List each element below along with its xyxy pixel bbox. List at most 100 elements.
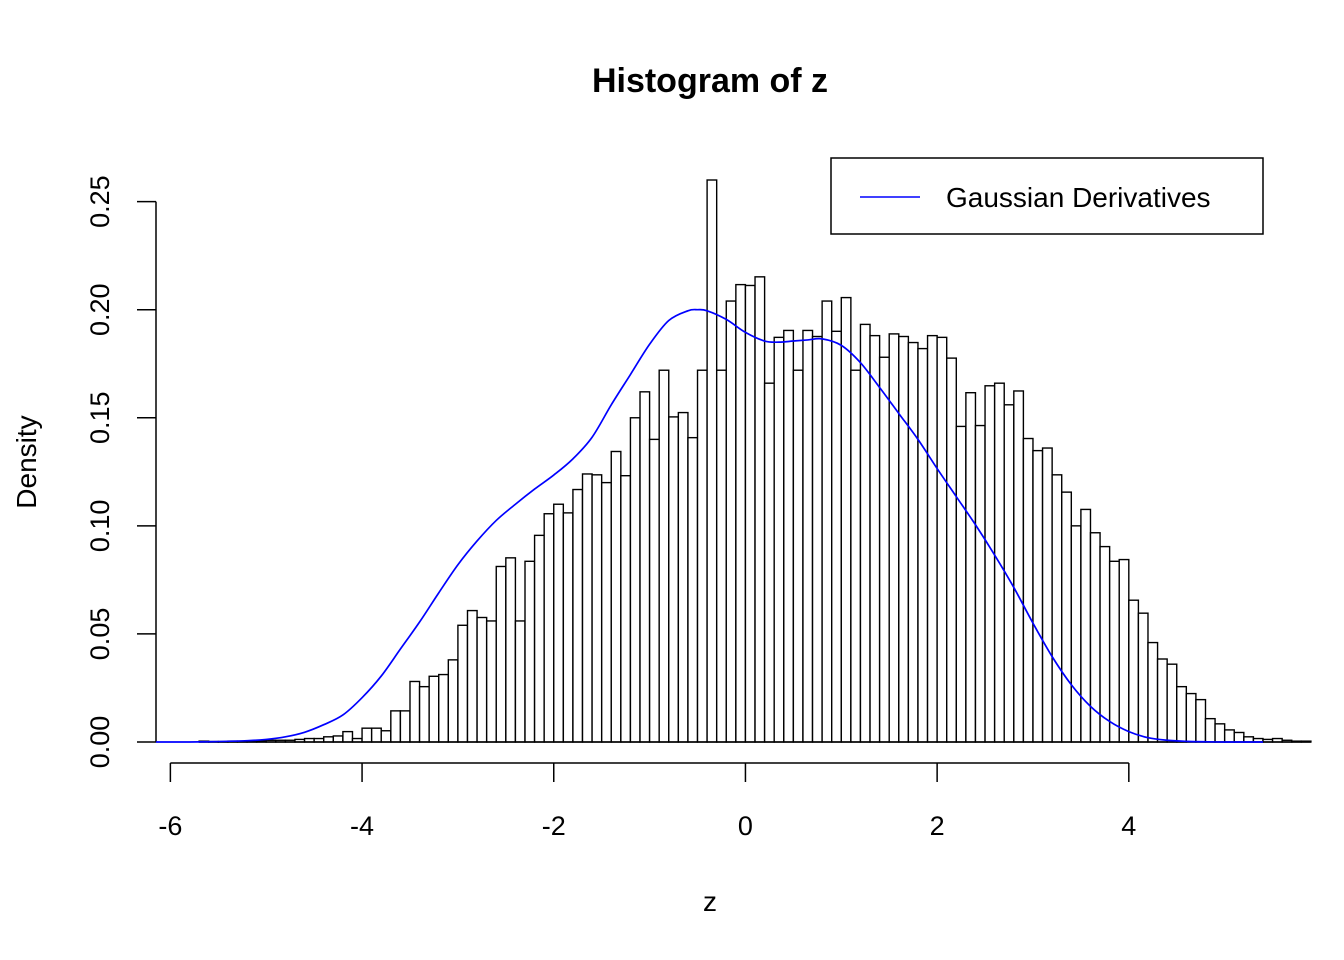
histogram-bar — [399, 710, 411, 743]
histogram-bar — [620, 475, 632, 743]
histogram-bar — [409, 680, 421, 743]
histogram-bar — [907, 341, 919, 743]
histogram-bar — [859, 323, 871, 743]
y-tick-label: 0.25 — [85, 175, 115, 228]
histogram-bar — [974, 424, 986, 743]
histogram-bar — [1118, 558, 1130, 743]
histogram-bar — [438, 673, 450, 743]
histogram-bar — [687, 436, 699, 743]
legend-label: Gaussian Derivatives — [946, 182, 1211, 213]
histogram-bar — [878, 356, 890, 743]
histogram-bar — [955, 425, 967, 743]
histogram-bar — [610, 450, 622, 743]
histogram-bar — [802, 329, 814, 743]
histogram-bar — [361, 727, 373, 743]
histogram-bar — [648, 438, 660, 743]
histogram-bar — [696, 369, 708, 743]
histogram-bar — [418, 685, 430, 743]
histogram-bar — [514, 620, 526, 743]
histogram-bar — [1166, 663, 1178, 743]
histogram-bar — [447, 659, 459, 743]
histogram-bar — [1022, 437, 1034, 743]
histogram-bar — [926, 334, 938, 743]
y-tick-label: 0.00 — [85, 716, 115, 769]
histogram-bar — [1156, 658, 1168, 743]
histogram-bar — [600, 481, 612, 743]
histogram-bar — [1137, 612, 1149, 743]
histogram-bar — [342, 730, 354, 743]
histogram-bar — [332, 735, 344, 743]
histogram-bar — [869, 334, 881, 743]
histogram-bar — [553, 503, 565, 743]
gaussian-derivatives-curve — [155, 308, 1263, 743]
histogram-bar — [533, 534, 545, 743]
histogram-bar — [1099, 545, 1111, 743]
x-tick-label: 4 — [1121, 811, 1136, 841]
histogram-bar — [1128, 599, 1140, 743]
histogram-bar — [1032, 449, 1044, 743]
y-tick-label: 0.10 — [85, 500, 115, 553]
histogram-bar — [1195, 698, 1207, 743]
histogram-bar — [428, 675, 440, 743]
x-axis-label: z — [703, 886, 717, 917]
histogram-bar — [1061, 491, 1073, 743]
histogram-bar — [639, 391, 651, 743]
histogram-bar — [543, 513, 555, 743]
histogram-bar — [773, 336, 785, 743]
histogram-bar — [677, 411, 689, 743]
histogram-bar — [370, 727, 382, 743]
histogram-bar — [1176, 685, 1188, 743]
histogram-bar — [706, 179, 718, 743]
histogram-bar — [1214, 723, 1226, 743]
histogram-bar — [1070, 525, 1082, 743]
legend: Gaussian Derivatives — [830, 157, 1264, 235]
histogram-bar — [965, 392, 977, 743]
histogram-bar — [763, 382, 775, 743]
x-tick-label: -2 — [542, 811, 566, 841]
histogram-bar — [811, 335, 823, 743]
chart-title: Histogram of z — [592, 62, 828, 100]
histogram-bar — [831, 330, 842, 743]
histogram-bar — [725, 300, 737, 743]
histogram-bar — [792, 369, 804, 743]
histogram-bar — [1204, 717, 1216, 743]
histogram-bar — [658, 369, 670, 743]
histogram-bar — [629, 417, 641, 743]
histogram-bar — [744, 284, 756, 743]
histogram-bar — [457, 624, 469, 743]
y-axis: 0.00 0.05 0.10 0.15 0.20 0.25 — [85, 175, 157, 769]
histogram-bar — [390, 710, 402, 743]
histogram-bar — [524, 560, 536, 743]
histogram-bar — [495, 565, 507, 743]
histogram-bar — [888, 333, 900, 743]
histogram-bar — [917, 347, 929, 743]
y-axis-label: Density — [11, 415, 42, 508]
x-tick-label: 0 — [738, 811, 753, 841]
histogram-bar — [1185, 692, 1197, 743]
x-tick-label: -6 — [158, 811, 182, 841]
histogram-bar — [735, 283, 747, 743]
histogram-bar — [380, 730, 392, 743]
x-axis: -6 -4 -2 0 2 4 — [158, 762, 1136, 841]
histogram-bar — [1223, 729, 1235, 743]
legend-box — [830, 157, 1264, 235]
y-tick-label: 0.15 — [85, 391, 115, 444]
histogram-bar — [946, 357, 957, 743]
histogram-bar — [754, 276, 766, 743]
histogram-bar — [1080, 508, 1092, 743]
histogram-bar — [1233, 731, 1245, 743]
histogram-bar — [1147, 641, 1159, 743]
y-tick-label: 0.20 — [85, 283, 115, 336]
histogram-bar — [476, 616, 488, 743]
histogram-bar — [783, 329, 795, 743]
histogram-bar — [936, 336, 948, 743]
histogram-bar — [591, 474, 603, 743]
x-tick-label: -4 — [350, 811, 374, 841]
histogram-bar — [572, 488, 584, 743]
histogram-bar — [1051, 474, 1063, 743]
histogram-bar — [850, 369, 862, 743]
histogram-bar — [668, 416, 680, 743]
histogram-bar — [840, 296, 852, 743]
histogram-bar — [984, 385, 996, 743]
